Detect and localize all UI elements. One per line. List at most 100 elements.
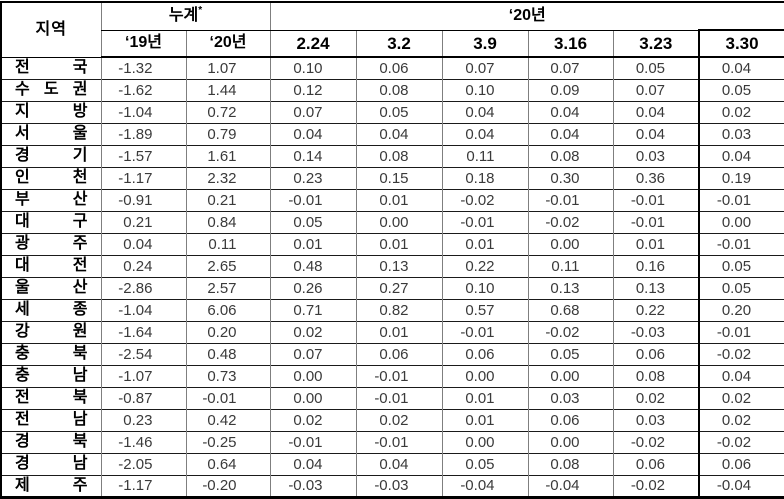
value-cell: 2.32 (185, 166, 271, 189)
value-cell: 0.00 (527, 364, 614, 387)
value-cell: 0.01 (612, 232, 700, 255)
value-cell: 0.09 (527, 78, 614, 101)
value-cell: 0.04 (355, 122, 443, 145)
value-cell: 0.06 (612, 342, 700, 365)
value-cell: -0.01 (355, 430, 443, 453)
value-cell: 0.05 (698, 276, 784, 299)
value-cell: 0.07 (527, 56, 614, 79)
value-cell: 0.04 (612, 100, 700, 123)
value-cell: -0.03 (612, 320, 700, 343)
value-cell: 0.02 (698, 386, 784, 409)
table-row: 서 울 -1.89 0.79 0.04 0.04 0.04 0.04 0.04 0.03 (0, 122, 784, 145)
value-cell: 0.03 (527, 386, 614, 409)
value-cell: 0.21 (185, 188, 271, 211)
value-cell: 0.13 (612, 276, 700, 299)
table-header: 지역 누계* ‘20년 ‘19년 ‘20년 2.24 3.2 3.9 3.16 … (0, 2, 784, 58)
value-cell: 2.57 (185, 276, 271, 299)
value-cell: 0.02 (698, 408, 784, 431)
value-cell: 0.03 (612, 408, 700, 431)
value-cell: 0.22 (612, 298, 700, 321)
value-cell: -0.01 (185, 386, 271, 409)
value-cell: 0.36 (612, 166, 700, 189)
value-cell: 0.06 (527, 408, 614, 431)
table-row: 경 북 -1.46 -0.25 -0.01 -0.01 0.00 0.00 -0.02 -0.02 (0, 430, 784, 453)
value-cell: 0.16 (612, 254, 700, 277)
value-cell: 0.23 (100, 408, 186, 431)
value-cell: -0.91 (100, 188, 186, 211)
value-cell: 0.13 (355, 254, 443, 277)
value-cell: -2.05 (100, 452, 186, 475)
value-cell: -0.01 (698, 232, 784, 255)
table-row: 세 종 -1.04 6.06 0.71 0.82 0.57 0.68 0.22 0.20 (0, 298, 784, 321)
value-cell: 0.84 (185, 210, 271, 233)
table-row: 대 구 0.21 0.84 0.05 0.00 -0.01 -0.02 -0.01 0.00 (0, 210, 784, 233)
value-cell: 0.00 (698, 210, 784, 233)
value-cell: 1.07 (185, 56, 271, 79)
value-cell: -0.01 (698, 320, 784, 343)
value-cell: 0.05 (527, 342, 614, 365)
value-cell: 0.05 (698, 78, 784, 101)
value-cell: 0.07 (269, 342, 357, 365)
value-cell: 0.04 (698, 144, 784, 167)
value-cell: 0.01 (441, 408, 529, 431)
value-cell: 1.61 (185, 144, 271, 167)
subheader-date-3-23: 3.23 (612, 30, 700, 58)
value-cell: 0.00 (269, 364, 357, 387)
value-cell: -0.01 (269, 188, 357, 211)
value-cell: 0.01 (441, 232, 529, 255)
value-cell: 0.04 (527, 122, 614, 145)
value-cell: 0.00 (441, 364, 529, 387)
value-cell: 0.11 (185, 232, 271, 255)
cumulative-footnote-mark: * (198, 5, 203, 17)
value-cell: -1.62 (100, 78, 186, 101)
value-cell: -0.01 (612, 210, 700, 233)
value-cell: 0.22 (441, 254, 529, 277)
value-cell: 0.06 (355, 56, 443, 79)
value-cell: -0.02 (527, 320, 614, 343)
value-cell: 0.02 (698, 100, 784, 123)
value-cell: 0.10 (269, 56, 357, 79)
value-cell: -0.01 (527, 188, 614, 211)
value-cell: 0.00 (441, 430, 529, 453)
value-cell: -0.03 (355, 474, 443, 497)
value-cell: 0.48 (185, 342, 271, 365)
value-cell: 0.08 (527, 144, 614, 167)
value-cell: 2.65 (185, 254, 271, 277)
value-cell: 0.79 (185, 122, 271, 145)
header-region: 지역 (0, 2, 101, 58)
value-cell: 0.04 (269, 452, 357, 475)
value-cell: -0.01 (441, 210, 529, 233)
value-cell: -0.04 (698, 474, 784, 497)
value-cell: -0.02 (612, 474, 700, 497)
value-cell: 0.06 (612, 452, 700, 475)
value-cell: 0.00 (355, 210, 443, 233)
value-cell: 6.06 (185, 298, 271, 321)
value-cell: 0.07 (441, 56, 529, 79)
subheader-date-2-24: 2.24 (269, 30, 357, 58)
value-cell: -2.54 (100, 342, 186, 365)
value-cell: 0.04 (441, 100, 529, 123)
value-cell: -1.57 (100, 144, 186, 167)
value-cell: 0.04 (527, 100, 614, 123)
subheader-date-3-16: 3.16 (527, 30, 614, 58)
